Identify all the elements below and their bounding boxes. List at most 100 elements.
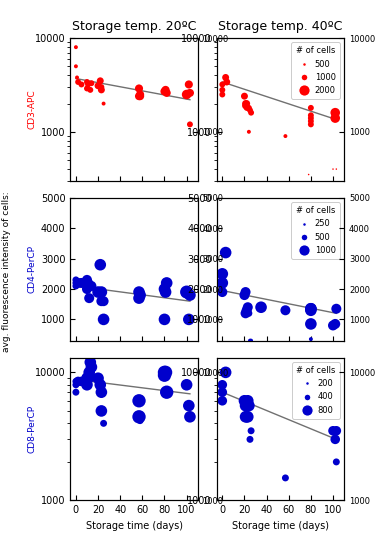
Point (245, 103, 251, 112)
Point (308, 305, 314, 313)
Point (86, 294, 92, 302)
Point (73, 388, 79, 397)
Point (242, 99, 249, 108)
Point (241, 92, 248, 101)
X-axis label: Storage time (days): Storage time (days) (232, 521, 329, 531)
Point (186, 315, 192, 324)
Point (137, 290, 143, 299)
Point (183, 380, 190, 389)
Point (95, 82, 101, 90)
Legend: 250, 500, 1000: 250, 500, 1000 (291, 202, 340, 259)
Point (222, 73, 229, 82)
Point (75, 279, 81, 287)
Point (248, 108, 254, 117)
Point (330, 426, 336, 435)
Point (161, 315, 168, 324)
Point (219, 380, 226, 389)
Point (244, 412, 250, 421)
Point (136, 84, 142, 93)
Point (333, 305, 339, 313)
Point (162, 288, 169, 296)
Point (219, 80, 226, 89)
Point (87, 85, 93, 94)
Point (161, 87, 168, 96)
Text: CD8-PerCP: CD8-PerCP (28, 405, 37, 453)
Point (332, 108, 338, 117)
Point (242, 101, 249, 110)
Point (282, 474, 289, 483)
Point (73, 43, 79, 52)
Point (219, 397, 226, 405)
Text: CD4-PerCP: CD4-PerCP (28, 245, 37, 293)
Point (333, 165, 339, 174)
Point (247, 435, 253, 444)
Point (87, 358, 93, 367)
Point (258, 303, 264, 312)
Point (95, 374, 101, 382)
Point (247, 336, 253, 345)
Point (98, 297, 104, 306)
Point (163, 388, 170, 397)
Point (219, 288, 226, 296)
Point (98, 406, 104, 415)
Point (308, 120, 314, 129)
Legend: 200, 400, 800: 200, 400, 800 (292, 362, 340, 419)
Point (183, 90, 190, 99)
Point (98, 388, 104, 397)
Point (187, 290, 193, 299)
Point (187, 412, 193, 421)
Point (245, 412, 251, 421)
Point (186, 80, 192, 89)
Point (78, 377, 84, 386)
Point (73, 276, 79, 285)
Point (219, 85, 226, 94)
Point (244, 306, 250, 314)
Point (88, 282, 95, 290)
Point (308, 103, 314, 112)
Point (163, 89, 170, 97)
Point (330, 165, 336, 174)
Point (78, 279, 84, 287)
Title: Storage temp. 40ºC: Storage temp. 40ºC (218, 20, 343, 33)
Point (84, 374, 90, 382)
Point (332, 435, 338, 444)
Title: Storage temp. 20ºC: Storage temp. 20ºC (72, 20, 196, 33)
Point (163, 279, 170, 287)
Point (282, 306, 289, 314)
Point (73, 279, 79, 287)
Point (73, 377, 79, 386)
Legend: 500, 1000, 2000: 500, 1000, 2000 (291, 42, 340, 99)
Point (100, 297, 107, 306)
Point (308, 397, 314, 405)
Point (187, 120, 193, 129)
Point (219, 269, 226, 278)
Point (85, 279, 91, 287)
Point (219, 90, 226, 99)
Text: avg. fluorescence intensity of cells:: avg. fluorescence intensity of cells: (2, 191, 11, 353)
Point (137, 90, 143, 99)
Point (245, 303, 251, 312)
Point (308, 111, 314, 120)
Point (246, 401, 252, 410)
Point (248, 336, 254, 345)
Point (84, 380, 90, 389)
Point (242, 401, 249, 410)
Point (241, 290, 248, 299)
Point (308, 114, 314, 122)
Point (97, 261, 103, 269)
Point (137, 416, 143, 425)
Point (75, 377, 81, 386)
Point (161, 285, 168, 293)
Point (162, 85, 169, 94)
Point (161, 371, 168, 380)
Point (308, 305, 314, 313)
Point (183, 288, 190, 296)
Point (244, 99, 250, 108)
Point (73, 62, 79, 71)
Point (332, 319, 338, 328)
Point (186, 401, 192, 410)
Point (75, 78, 81, 86)
Point (330, 321, 336, 330)
Point (97, 77, 103, 85)
Point (85, 80, 91, 89)
